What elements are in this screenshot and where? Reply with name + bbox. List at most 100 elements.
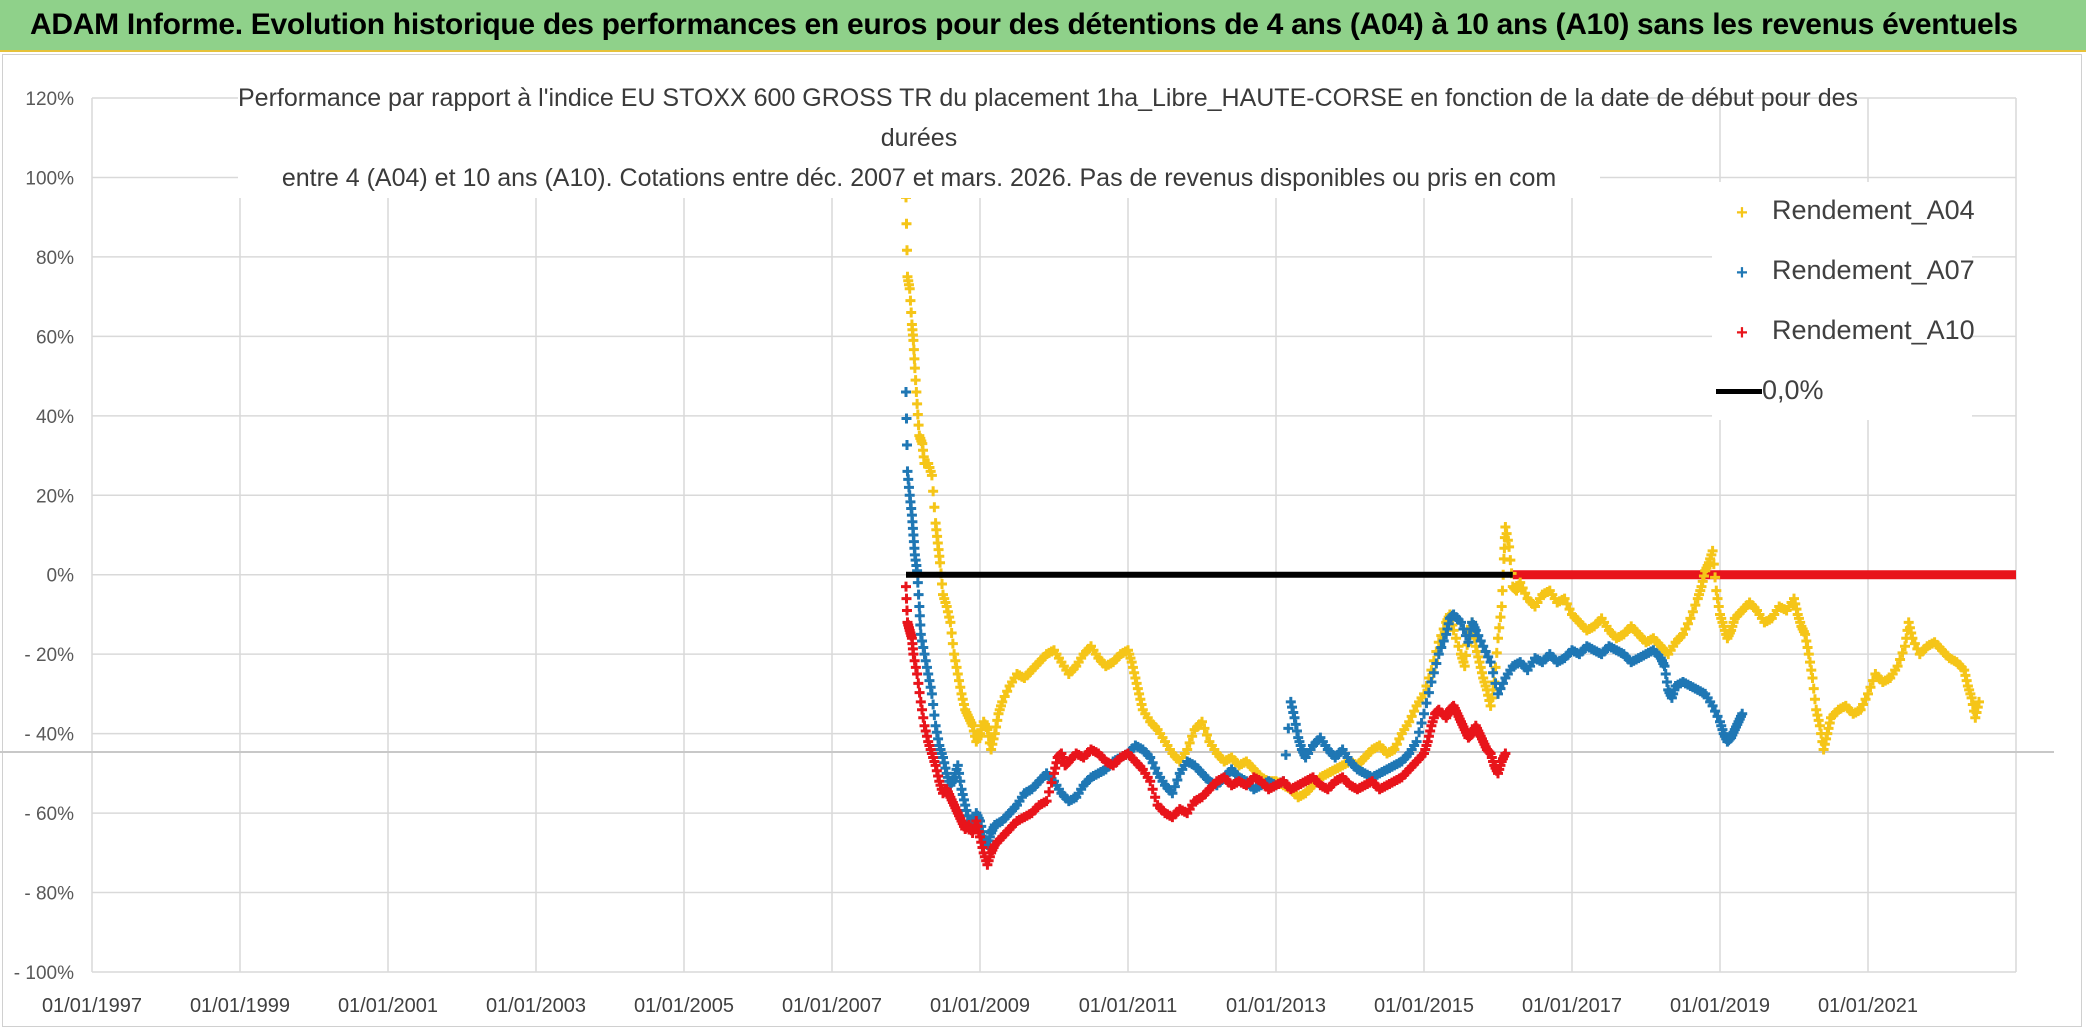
legend-item-zero: 0,0% <box>1712 370 1824 410</box>
legend-label: Rendement_A10 <box>1772 315 1975 345</box>
point-rendement-a10 <box>1041 796 1052 807</box>
point-rendement-a10 <box>1046 777 1057 788</box>
chart-frame <box>2 54 2082 1027</box>
point-rendement-a07 <box>1480 646 1491 657</box>
point-rendement-a04 <box>1707 545 1718 556</box>
point-rendement-a04 <box>1495 612 1506 623</box>
point-rendement-a04 <box>1909 638 1920 649</box>
point-rendement-a04 <box>913 420 924 431</box>
x-tick-label: 01/01/2003 <box>486 995 586 1017</box>
point-rendement-a04 <box>1682 618 1693 629</box>
point-rendement-a04 <box>1490 662 1501 673</box>
point-rendement-a07 <box>1150 763 1161 774</box>
x-tick-label: 01/01/2007 <box>782 995 882 1017</box>
point-rendement-a04 <box>1863 688 1873 699</box>
point-rendement-a07 <box>1419 708 1429 719</box>
point-rendement-a04 <box>1562 598 1573 609</box>
point-rendement-a07 <box>1283 723 1294 734</box>
point-rendement-a04 <box>1201 729 1212 740</box>
x-tick-label: 01/01/2021 <box>1818 995 1918 1017</box>
point-rendement-a04 <box>1187 731 1198 742</box>
point-rendement-a04 <box>1515 577 1526 588</box>
x-tick-label: 01/01/2005 <box>634 995 734 1017</box>
x-tick-label: 01/01/2019 <box>1670 995 1770 1017</box>
point-rendement-a04 <box>929 502 940 513</box>
point-rendement-a04 <box>1404 716 1415 727</box>
point-rendement-a04 <box>1409 706 1420 717</box>
point-rendement-a04 <box>901 218 912 229</box>
point-rendement-a07 <box>926 688 937 699</box>
chart-subtitle: Performance par rapport à l'indice EU ST… <box>238 78 1858 198</box>
point-rendement-a04 <box>1494 622 1505 633</box>
point-rendement-a10 <box>1500 748 1511 759</box>
point-rendement-a04 <box>1860 694 1871 705</box>
point-rendement-a04 <box>908 335 919 346</box>
point-rendement-a07 <box>1737 708 1748 719</box>
point-rendement-a04 <box>1855 704 1866 715</box>
point-rendement-a07 <box>901 386 911 397</box>
point-rendement-a04 <box>1497 585 1508 596</box>
point-rendement-a07 <box>1414 727 1425 738</box>
point-rendement-a07 <box>901 439 912 450</box>
x-tick-label: 01/01/1999 <box>190 995 290 1017</box>
point-rendement-a04 <box>1865 682 1876 693</box>
point-rendement-a07 <box>1478 641 1489 652</box>
point-rendement-a04 <box>912 409 923 420</box>
point-rendement-a04 <box>905 295 916 306</box>
point-rendement-a04 <box>1199 723 1210 734</box>
point-rendement-a04 <box>946 627 957 638</box>
y-tick-label: 100% <box>25 168 74 189</box>
point-rendement-a07 <box>1280 749 1291 760</box>
point-rendement-a04 <box>1491 647 1502 658</box>
point-rendement-a07 <box>1436 642 1447 653</box>
point-rendement-a04 <box>1895 654 1906 665</box>
point-rendement-a10 <box>1044 786 1055 797</box>
legend-marker-a04: + <box>1736 202 1748 224</box>
x-tick-label: 01/01/2017 <box>1522 995 1622 1017</box>
legend-label: 0,0% <box>1762 375 1824 405</box>
point-rendement-a07 <box>1147 757 1158 768</box>
point-rendement-a04 <box>1907 633 1918 644</box>
point-rendement-a04 <box>1807 673 1818 684</box>
x-tick-label: 01/01/2013 <box>1226 995 1326 1017</box>
legend-marker-a07: + <box>1736 262 1748 284</box>
y-tick-label: - 40% <box>24 725 74 746</box>
y-tick-label: 60% <box>36 327 74 348</box>
point-rendement-a04 <box>997 696 1008 707</box>
point-rendement-a04 <box>1974 696 1984 707</box>
point-rendement-a04 <box>1520 588 1531 599</box>
point-rendement-a04 <box>911 386 922 397</box>
point-rendement-a04 <box>1493 633 1503 644</box>
point-rendement-a04 <box>1453 641 1464 652</box>
point-rendement-a04 <box>1182 744 1193 755</box>
point-rendement-a07 <box>1712 711 1723 722</box>
y-tick-label: 120% <box>25 89 74 110</box>
point-rendement-a07 <box>1488 667 1499 678</box>
point-rendement-a04 <box>1459 661 1470 672</box>
chart-subtitle-line: entre 4 (A04) et 10 ans (A10). Cotations… <box>281 164 1557 192</box>
point-rendement-a04 <box>1564 604 1575 615</box>
point-rendement-a04 <box>1690 600 1701 611</box>
point-rendement-a04 <box>910 375 921 386</box>
y-tick-label: 40% <box>36 407 74 428</box>
point-rendement-a04 <box>1197 716 1207 727</box>
point-rendement-a04 <box>1680 624 1691 635</box>
y-tick-label: - 80% <box>24 884 74 905</box>
point-rendement-a04 <box>1685 613 1696 624</box>
point-rendement-a07 <box>1473 630 1484 641</box>
point-rendement-a04 <box>1451 633 1462 644</box>
point-rendement-a10 <box>914 687 925 698</box>
point-rendement-a10 <box>1147 784 1158 795</box>
point-rendement-a07 <box>1456 617 1466 628</box>
legend-label: Rendement_A07 <box>1772 255 1975 285</box>
point-rendement-a04 <box>1504 541 1515 552</box>
y-tick-label: 20% <box>36 486 74 507</box>
point-rendement-a07 <box>929 710 940 721</box>
point-rendement-a07 <box>915 620 926 631</box>
point-rendement-a07 <box>1483 651 1494 662</box>
point-rendement-a07 <box>1438 635 1449 646</box>
y-tick-label: 80% <box>36 248 74 269</box>
chart-subtitle-line: durées <box>880 124 958 152</box>
y-tick-label: - 100% <box>14 963 74 984</box>
point-rendement-a04 <box>1496 601 1507 612</box>
